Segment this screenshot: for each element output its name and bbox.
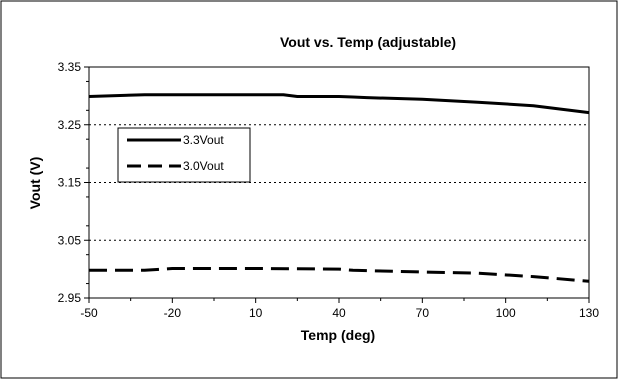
chart-title: Vout vs. Temp (adjustable) bbox=[280, 34, 456, 50]
y-tick-label-1: 3.25 bbox=[58, 118, 82, 132]
y-tick-label-2: 3.15 bbox=[58, 176, 82, 190]
x-tick-label-6: 130 bbox=[579, 306, 599, 320]
legend-label-3.3vout: 3.3Vout bbox=[183, 133, 224, 147]
x-tick-label-0: -50 bbox=[80, 306, 98, 320]
y-axis: 3.35 3.25 3.15 3.05 2.95 bbox=[58, 60, 89, 305]
y-tick-label-4: 2.95 bbox=[58, 291, 82, 305]
y-tick-label-3: 3.05 bbox=[58, 233, 82, 247]
y-axis-label: Vout (V) bbox=[27, 157, 43, 210]
x-axis-label: Temp (deg) bbox=[301, 327, 375, 343]
x-tick-label-3: 40 bbox=[332, 306, 346, 320]
y-tick-label-0: 3.35 bbox=[58, 60, 82, 74]
x-tick-label-2: 10 bbox=[249, 306, 263, 320]
series-layer bbox=[88, 93, 590, 283]
series-line-3.0vout bbox=[89, 267, 590, 283]
series-line-3.3vout bbox=[88, 93, 590, 115]
x-tick-label-4: 70 bbox=[416, 306, 430, 320]
grid bbox=[89, 124, 589, 241]
x-tick-label-5: 100 bbox=[496, 306, 516, 320]
x-axis: -50 -20 10 40 70 100 130 bbox=[80, 298, 599, 320]
legend-box bbox=[117, 127, 251, 183]
legend: 3.3Vout 3.0Vout bbox=[117, 127, 251, 183]
legend-label-3.0vout: 3.0Vout bbox=[183, 159, 224, 173]
x-tick-label-1: -20 bbox=[164, 306, 182, 320]
